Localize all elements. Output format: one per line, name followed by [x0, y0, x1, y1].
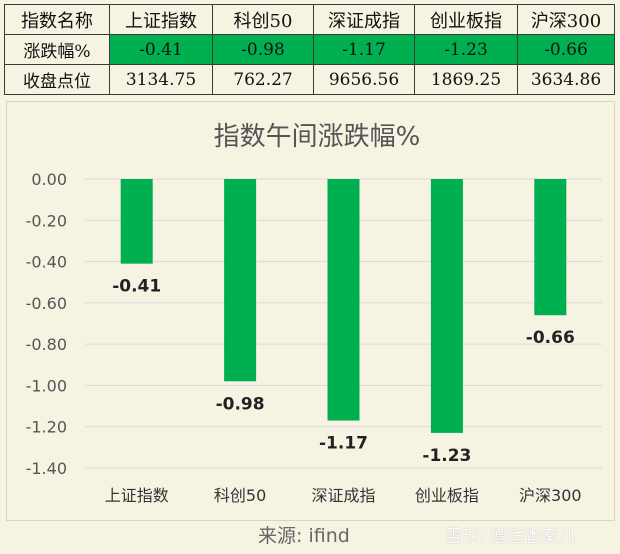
data-labels: -0.41 -0.98 -1.17 -1.23 -0.66	[112, 277, 575, 466]
y-tick-label: -1.40	[26, 459, 67, 478]
table-cell: -1.17	[313, 34, 415, 65]
axis-labels: 0.00 -0.20 -0.40 -0.60 -0.80 -1.00 -1.20 -1.40 上…	[26, 170, 582, 505]
y-tick-label: -0.60	[26, 294, 67, 313]
y-tick-label: -0.80	[26, 335, 67, 354]
watermark: 雪球: 遵适香秦儿	[445, 527, 576, 547]
bar	[120, 179, 153, 264]
table-row: 涨跌幅% -0.41 -0.98 -1.17 -1.23 -0.66	[4, 34, 615, 65]
table-cell: 3634.86	[517, 64, 615, 95]
bars	[120, 179, 567, 433]
x-tick-label: 创业板指	[415, 486, 479, 505]
y-tick-label: -1.20	[26, 418, 67, 437]
bar	[534, 179, 567, 316]
table-header-cell: 上证指数	[109, 4, 213, 35]
table-cell: -0.66	[517, 34, 615, 65]
table-cell: 1869.25	[414, 64, 518, 95]
index-table: 指数名称 上证指数 科创50 深证成指 创业板指 沪深300 涨跌幅% -0.4…	[4, 4, 615, 95]
data-label: -0.41	[112, 277, 161, 297]
data-label: -0.98	[216, 394, 265, 414]
table-cell: -0.98	[212, 34, 314, 65]
data-label: -1.17	[319, 434, 368, 454]
source-note: 来源: ifind	[258, 525, 350, 547]
x-tick-label: 深证成指	[311, 486, 375, 505]
table-row: 收盘点位 3134.75 762.27 9656.56 1869.25 3634…	[4, 64, 615, 95]
table-header-cell: 沪深300	[517, 4, 615, 35]
table-header-cell: 指数名称	[4, 4, 110, 35]
bar	[430, 179, 463, 433]
y-tick-label: -0.20	[26, 211, 67, 230]
row-label: 收盘点位	[4, 64, 110, 95]
x-tick-label: 科创50	[214, 486, 266, 505]
y-tick-label: -0.40	[26, 253, 67, 272]
table-cell: 9656.56	[313, 64, 415, 95]
bar	[327, 179, 360, 421]
bar	[224, 179, 257, 382]
bar-chart: 指数午间涨跌幅% -0.41 -0.98 -1.17 -1.23 -0.66 0.00 -…	[26, 122, 602, 505]
data-label: -1.23	[422, 446, 471, 466]
table-header-cell: 深证成指	[313, 4, 415, 35]
table-header-row: 指数名称 上证指数 科创50 深证成指 创业板指 沪深300	[4, 4, 615, 35]
y-tick-label: -1.00	[26, 376, 67, 395]
table-header-cell: 创业板指	[414, 4, 518, 35]
table-cell: -1.23	[414, 34, 518, 65]
table-cell: 3134.75	[109, 64, 213, 95]
chart-title: 指数午间涨跌幅%	[214, 122, 421, 152]
row-label: 涨跌幅%	[4, 34, 110, 65]
x-tick-label: 沪深300	[519, 486, 582, 505]
data-label: -0.66	[526, 328, 575, 348]
table-cell: -0.41	[109, 34, 213, 65]
table-cell: 762.27	[212, 64, 314, 95]
chart-panel: 指数午间涨跌幅% -0.41 -0.98 -1.17 -1.23 -0.66 0.00 -…	[6, 101, 615, 521]
x-tick-label: 上证指数	[105, 486, 169, 505]
y-tick-label: 0.00	[31, 170, 67, 189]
table-header-cell: 科创50	[212, 4, 314, 35]
